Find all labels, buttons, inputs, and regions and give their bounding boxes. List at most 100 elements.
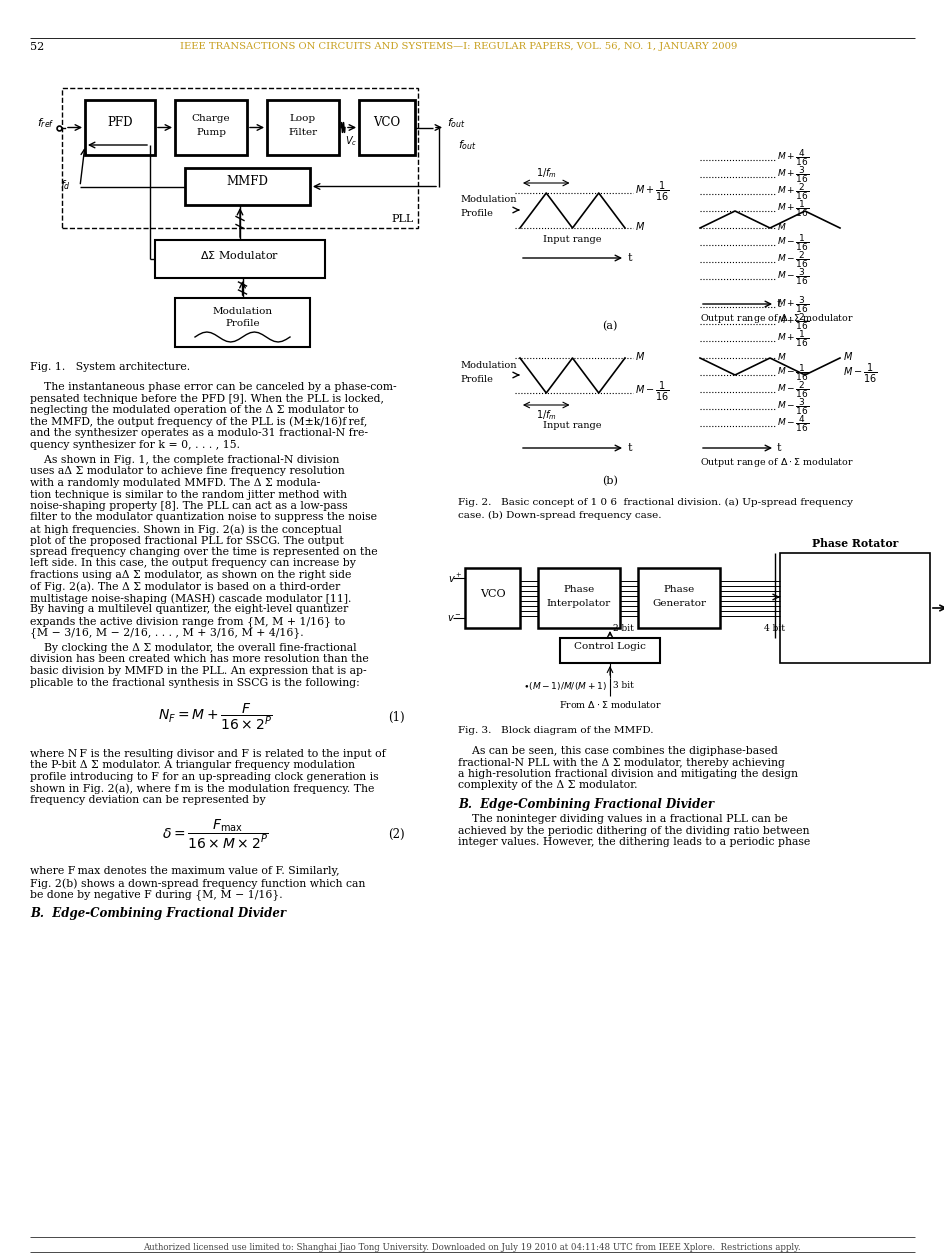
Text: Fig. 3.   Block diagram of the MMFD.: Fig. 3. Block diagram of the MMFD. — [458, 726, 653, 735]
Text: Modulation: Modulation — [460, 360, 516, 369]
Text: Profile: Profile — [225, 319, 260, 328]
Bar — [155, 239, 325, 278]
Text: (2): (2) — [388, 828, 405, 840]
Text: a high-resolution fractional division and mitigating the design: a high-resolution fractional division an… — [458, 769, 797, 779]
Text: $\bullet (M-1)/M/(M+1)$: $\bullet (M-1)/M/(M+1)$ — [523, 680, 606, 692]
Text: expands the active division range from {M, M + 1/16} to: expands the active division range from {… — [30, 616, 345, 626]
Text: IEEE TRANSACTIONS ON CIRCUITS AND SYSTEMS—I: REGULAR PAPERS, VOL. 56, NO. 1, JAN: IEEE TRANSACTIONS ON CIRCUITS AND SYSTEM… — [179, 42, 736, 50]
Text: Modulation: Modulation — [212, 306, 272, 315]
Text: $M-\dfrac{1}{16}$: $M-\dfrac{1}{16}$ — [776, 363, 808, 383]
Text: (a): (a) — [601, 321, 617, 331]
Text: $M-\dfrac{3}{16}$: $M-\dfrac{3}{16}$ — [776, 397, 808, 417]
Text: $M-\dfrac{2}{16}$: $M-\dfrac{2}{16}$ — [776, 249, 808, 271]
Text: $\delta = \dfrac{F_{\mathrm{max}}}{16 \times M \times 2^P}$: $\delta = \dfrac{F_{\mathrm{max}}}{16 \t… — [161, 818, 268, 852]
Text: 4 bit: 4 bit — [764, 624, 784, 633]
Text: Modulation: Modulation — [460, 195, 516, 204]
Text: where F max denotes the maximum value of F. Similarly,: where F max denotes the maximum value of… — [30, 867, 339, 877]
Text: $M+\dfrac{1}{16}$: $M+\dfrac{1}{16}$ — [634, 179, 669, 203]
Text: As shown in Fig. 1, the complete fractional-N division: As shown in Fig. 1, the complete fractio… — [30, 455, 339, 465]
Text: quency synthesizer for k = 0, . . . , 15.: quency synthesizer for k = 0, . . . , 15… — [30, 440, 240, 450]
Text: $M+\dfrac{3}{16}$: $M+\dfrac{3}{16}$ — [776, 165, 808, 185]
Bar — [175, 100, 246, 155]
Text: Pump: Pump — [195, 129, 226, 137]
Text: division has been created which has more resolution than the: division has been created which has more… — [30, 654, 368, 664]
Text: $M$: $M$ — [776, 350, 785, 362]
Text: Profile: Profile — [460, 209, 493, 218]
Text: $f_d$: $f_d$ — [59, 179, 71, 193]
Text: Fig. 2(b) shows a down-spread frequency function which can: Fig. 2(b) shows a down-spread frequency … — [30, 878, 365, 888]
Text: $M$: $M$ — [776, 220, 785, 232]
Bar — [267, 100, 339, 155]
Text: t: t — [776, 444, 781, 454]
Text: $M-\dfrac{1}{16}$: $M-\dfrac{1}{16}$ — [776, 233, 808, 253]
Text: $M-\dfrac{1}{16}$: $M-\dfrac{1}{16}$ — [634, 379, 669, 402]
Text: B.  Edge-Combining Fractional Divider: B. Edge-Combining Fractional Divider — [458, 798, 714, 811]
Text: 3 bit: 3 bit — [613, 680, 633, 690]
Text: {M − 3/16, M − 2/16, . . . , M + 3/16, M + 4/16}.: {M − 3/16, M − 2/16, . . . , M + 3/16, M… — [30, 627, 303, 639]
Text: $V_c$: $V_c$ — [345, 135, 357, 149]
Text: $M-\dfrac{3}{16}$: $M-\dfrac{3}{16}$ — [776, 267, 808, 287]
Text: basic division by MMFD in the PLL. An expression that is ap-: basic division by MMFD in the PLL. An ex… — [30, 667, 366, 677]
Text: $f_{ref}$: $f_{ref}$ — [38, 117, 55, 130]
Text: (b): (b) — [601, 476, 617, 486]
Text: B.  Edge-Combining Fractional Divider: B. Edge-Combining Fractional Divider — [30, 907, 286, 920]
Text: $\Delta\Sigma$ Modulator: $\Delta\Sigma$ Modulator — [200, 249, 279, 261]
Text: $M-\dfrac{2}{16}$: $M-\dfrac{2}{16}$ — [776, 379, 808, 401]
Text: Input range: Input range — [543, 421, 601, 430]
Text: $N_F = M + \dfrac{F}{16 \times 2^P}$: $N_F = M + \dfrac{F}{16 \times 2^P}$ — [158, 702, 272, 732]
Text: and the synthesizer operates as a modulo-31 fractional-N fre-: and the synthesizer operates as a modulo… — [30, 428, 367, 438]
Text: shown in Fig. 2(a), where f m is the modulation frequency. The: shown in Fig. 2(a), where f m is the mod… — [30, 784, 374, 794]
Bar — [359, 100, 414, 155]
Text: The instantaneous phase error can be canceled by a phase-com-: The instantaneous phase error can be can… — [30, 382, 396, 392]
Bar — [779, 553, 929, 663]
Text: From $\Delta \cdot \Sigma$ modulator: From $\Delta \cdot \Sigma$ modulator — [558, 699, 661, 709]
Text: profile introducing to F for an up-spreading clock generation is: profile introducing to F for an up-sprea… — [30, 772, 379, 782]
Text: $M+\dfrac{4}{16}$: $M+\dfrac{4}{16}$ — [776, 147, 808, 169]
Text: neglecting the modulated operation of the Δ Σ modulator to: neglecting the modulated operation of th… — [30, 404, 358, 415]
Text: fractional-N PLL with the Δ Σ modulator, thereby achieving: fractional-N PLL with the Δ Σ modulator,… — [458, 757, 784, 767]
Text: $v^-$: $v^-$ — [447, 612, 462, 624]
Text: VCO: VCO — [373, 116, 400, 129]
Text: $M+\dfrac{2}{16}$: $M+\dfrac{2}{16}$ — [776, 311, 808, 333]
Bar — [85, 100, 155, 155]
Text: $M-\dfrac{1}{16}$: $M-\dfrac{1}{16}$ — [842, 362, 877, 384]
Text: the MMFD, the output frequency of the PLL is (M±k/16)f ref,: the MMFD, the output frequency of the PL… — [30, 417, 367, 427]
Text: $f_{out}$: $f_{out}$ — [458, 139, 477, 152]
Text: achieved by the periodic dithering of the dividing ratio between: achieved by the periodic dithering of th… — [458, 825, 809, 835]
Text: Output range of $\Delta \cdot \Sigma$ modulator: Output range of $\Delta \cdot \Sigma$ mo… — [700, 312, 853, 325]
Text: spread frequency changing over the time is represented on the: spread frequency changing over the time … — [30, 547, 378, 557]
Text: Interpolator: Interpolator — [547, 598, 611, 607]
Text: left side. In this case, the output frequency can increase by: left side. In this case, the output freq… — [30, 558, 356, 568]
Bar — [62, 88, 417, 228]
Text: uses aΔ Σ modulator to achieve fine frequency resolution: uses aΔ Σ modulator to achieve fine freq… — [30, 466, 345, 476]
Text: Phase: Phase — [563, 586, 594, 595]
Bar — [637, 568, 719, 627]
Text: t: t — [628, 253, 632, 263]
Text: (1): (1) — [388, 711, 405, 723]
Bar — [175, 299, 310, 347]
Text: complexity of the Δ Σ modulator.: complexity of the Δ Σ modulator. — [458, 780, 637, 790]
Text: multistage noise-shaping (MASH) cascade modulator [11].: multistage noise-shaping (MASH) cascade … — [30, 593, 351, 604]
Text: By having a multilevel quantizer, the eight-level quantizer: By having a multilevel quantizer, the ei… — [30, 605, 348, 615]
Text: Authorized licensed use limited to: Shanghai Jiao Tong University. Downloaded on: Authorized licensed use limited to: Shan… — [143, 1242, 800, 1251]
Bar — [185, 168, 310, 205]
Text: plicable to the fractional synthesis in SSCG is the following:: plicable to the fractional synthesis in … — [30, 678, 360, 688]
Text: $f_{out}$: $f_{out}$ — [447, 117, 465, 130]
Text: where N F is the resulting divisor and F is related to the input of: where N F is the resulting divisor and F… — [30, 748, 385, 759]
Text: Input range: Input range — [543, 236, 601, 244]
Text: $M+\dfrac{1}{16}$: $M+\dfrac{1}{16}$ — [776, 199, 808, 219]
Text: $M+\dfrac{2}{16}$: $M+\dfrac{2}{16}$ — [776, 181, 808, 203]
Text: pensated technique before the PFD [9]. When the PLL is locked,: pensated technique before the PFD [9]. W… — [30, 393, 383, 403]
Text: filter to the modulator quantization noise to suppress the noise: filter to the modulator quantization noi… — [30, 513, 377, 523]
Text: of Fig. 2(a). The Δ Σ modulator is based on a third-order: of Fig. 2(a). The Δ Σ modulator is based… — [30, 582, 340, 592]
Text: MMFD: MMFD — [227, 175, 268, 188]
Text: Profile: Profile — [460, 374, 493, 383]
Text: $1/f_m$: $1/f_m$ — [535, 408, 556, 422]
Text: $M+\dfrac{3}{16}$: $M+\dfrac{3}{16}$ — [776, 295, 808, 315]
Text: the P-bit Δ Σ modulator. A triangular frequency modulation: the P-bit Δ Σ modulator. A triangular fr… — [30, 761, 355, 771]
Text: fractions using aΔ Σ modulator, as shown on the right side: fractions using aΔ Σ modulator, as shown… — [30, 570, 351, 580]
Text: Charge: Charge — [192, 113, 230, 123]
Text: By clocking the Δ Σ modulator, the overall fine-fractional: By clocking the Δ Σ modulator, the overa… — [30, 643, 356, 653]
Text: Phase: Phase — [663, 586, 694, 595]
Text: tion technique is similar to the random jitter method with: tion technique is similar to the random … — [30, 489, 346, 499]
